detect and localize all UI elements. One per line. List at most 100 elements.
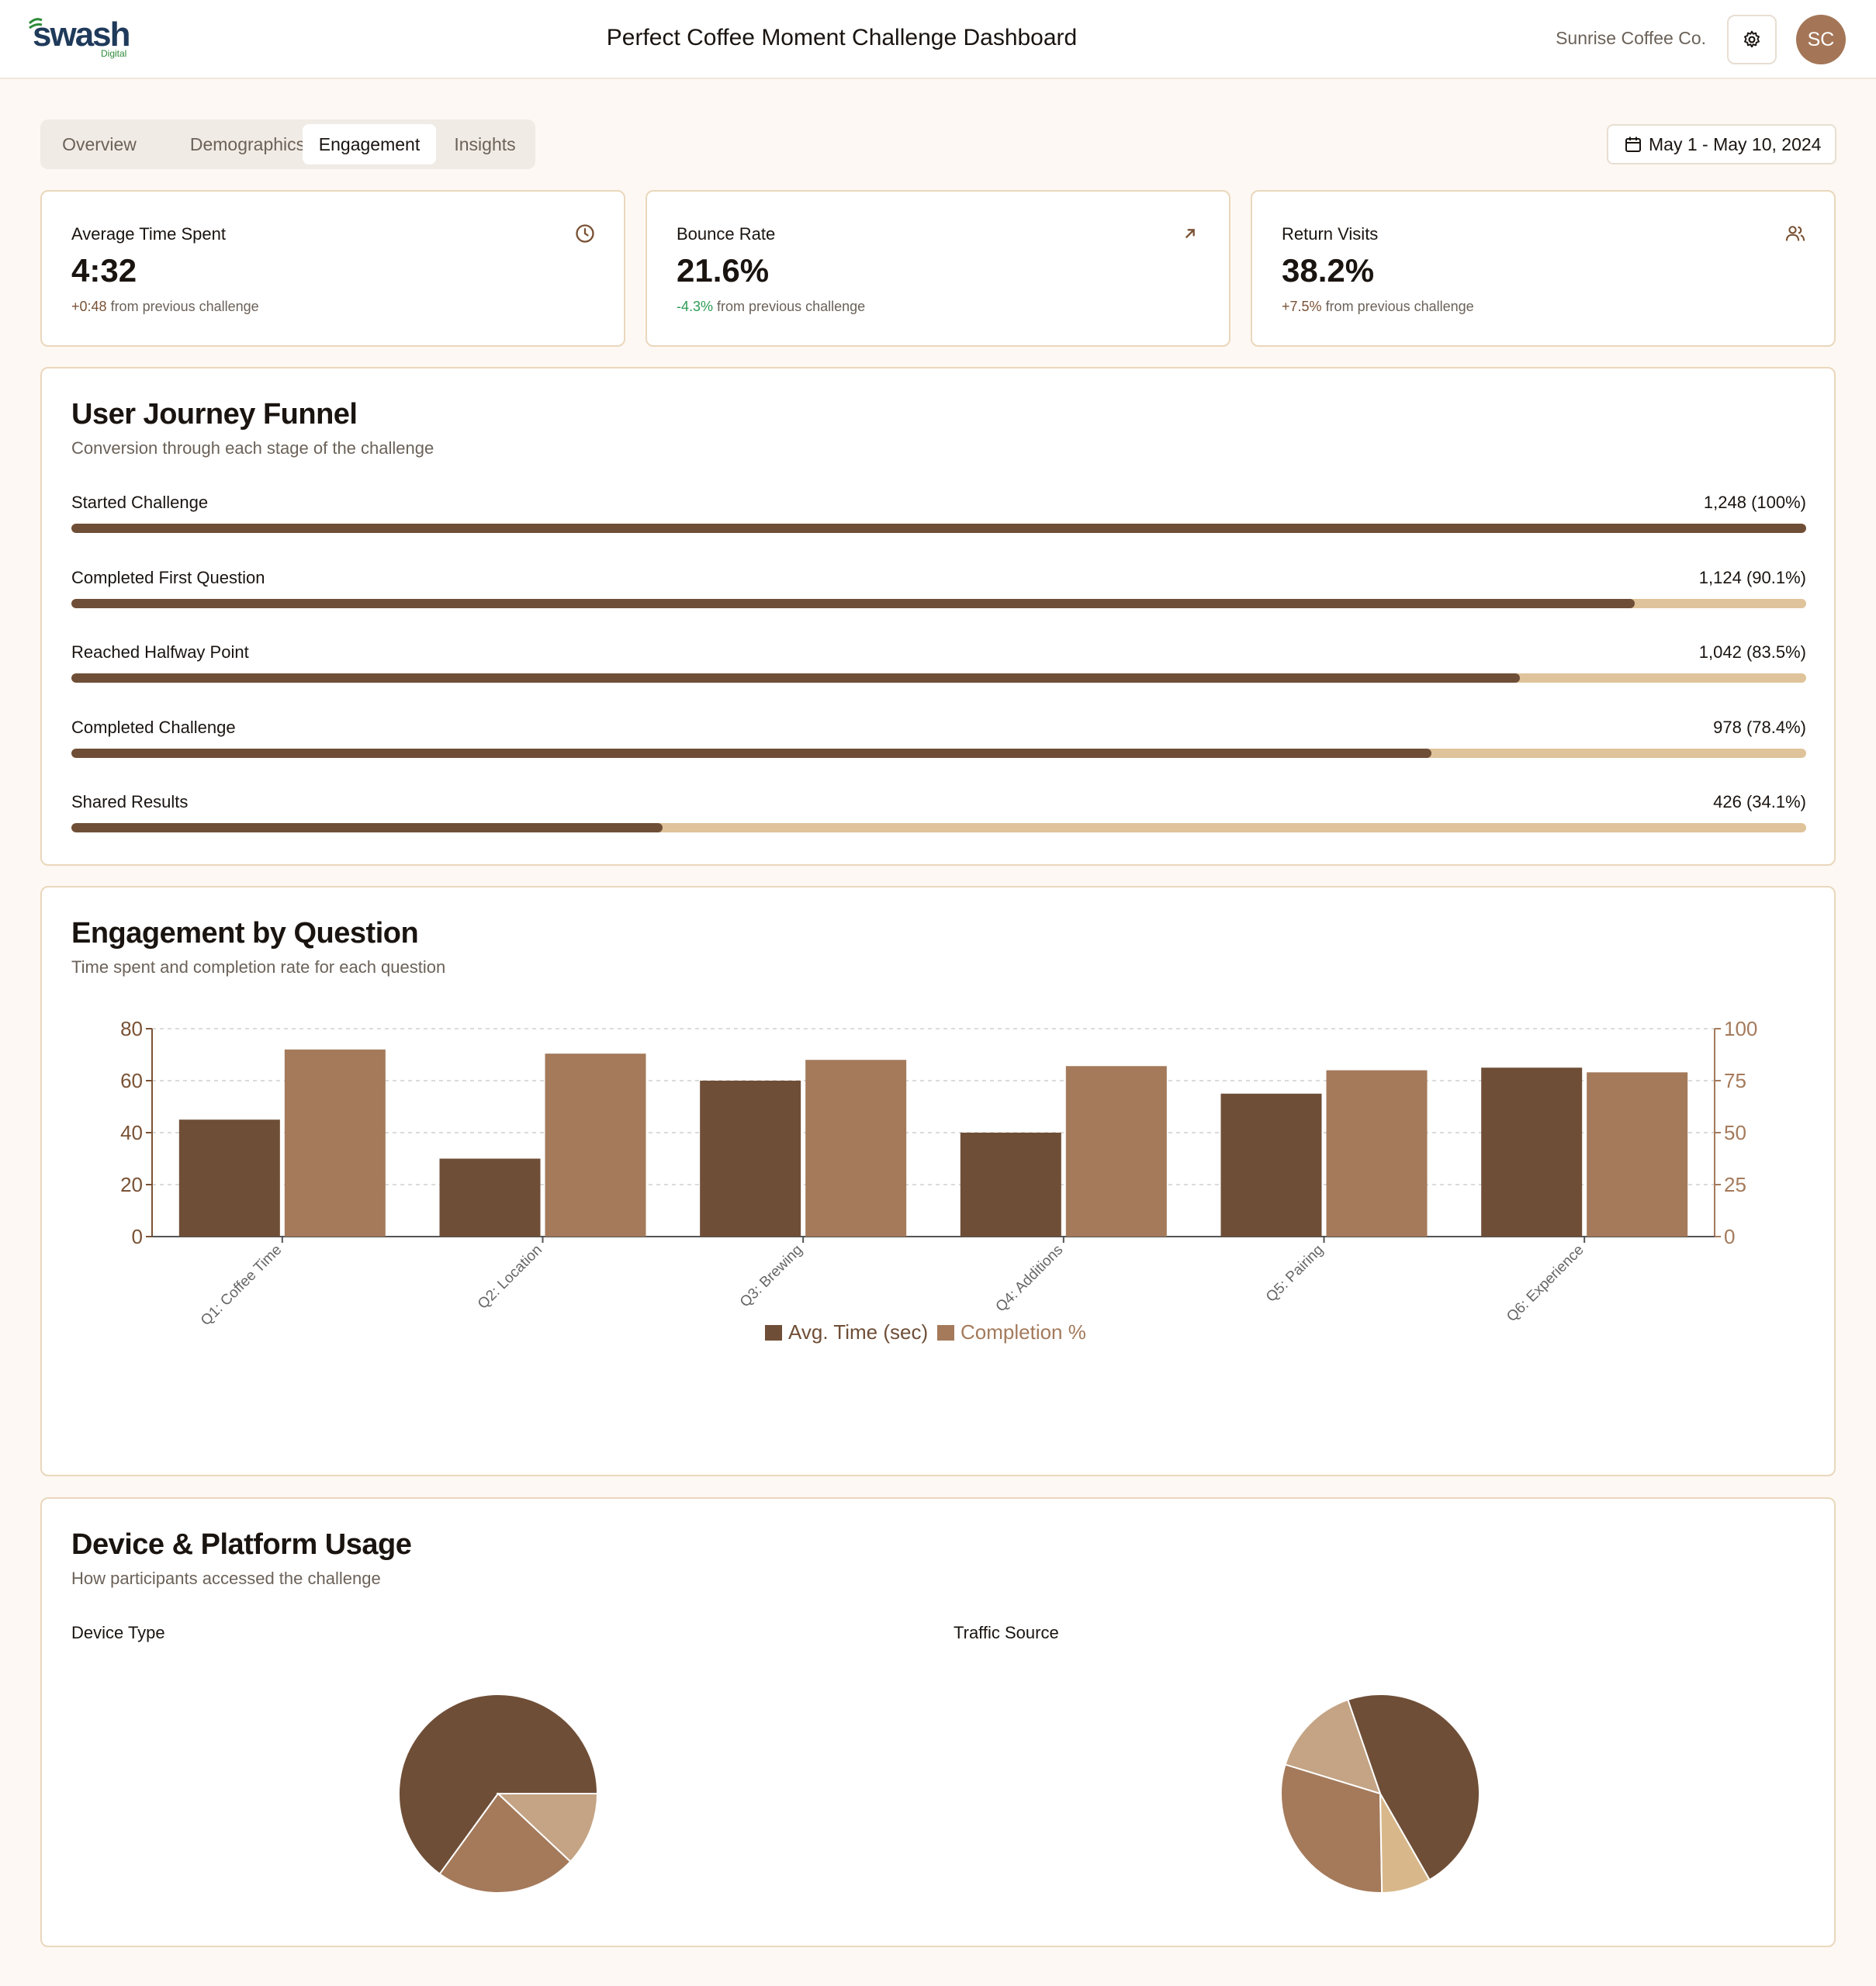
y-tick-label-right: 50 (1724, 1121, 1746, 1144)
bar-avg-time (439, 1158, 541, 1237)
date-range-label: May 1 - May 10, 2024 (1649, 133, 1822, 154)
funnel-progress-fill (71, 823, 663, 832)
funnel-stage-label: Shared Results (71, 792, 189, 811)
kpi-value: 38.2% (1282, 252, 1375, 289)
gear-icon (1744, 30, 1760, 48)
company-name: Sunrise Coffee Co. (1556, 28, 1706, 48)
section-subtitle: Time spent and completion rate for each … (71, 957, 446, 977)
kpi-delta: +7.5% from previous challenge (1282, 299, 1474, 315)
funnel-stage: Completed Challenge 978 (78.4%) (71, 718, 1806, 772)
y-tick-label-right: 100 (1724, 1017, 1757, 1040)
bar-avg-time (1220, 1093, 1322, 1237)
y-tick-label-left: 40 (120, 1121, 143, 1144)
x-tick-label: Q2: Location (475, 1242, 545, 1313)
kpi-change: +0:48 (71, 299, 107, 314)
funnel-stage: Completed First Question 1,124 (90.1%) (71, 568, 1806, 622)
kpi-delta: +0:48 from previous challenge (71, 299, 259, 315)
funnel-progress-track (71, 673, 1806, 683)
section-subtitle: How participants accessed the challenge (71, 1569, 381, 1588)
funnel-progress-track (71, 823, 1806, 832)
bar-avg-time (1481, 1067, 1583, 1237)
funnel-stage-value: 426 (34.1%) (1713, 792, 1806, 811)
funnel-stage-value: 978 (78.4%) (1713, 717, 1806, 737)
tab-insights[interactable]: Insights (454, 133, 516, 154)
bar-completion (1065, 1066, 1167, 1237)
tab-overview[interactable]: Overview (62, 133, 137, 154)
pie-slice (1284, 1698, 1382, 1795)
logo-sub: Digital (101, 48, 127, 59)
tab-engagement[interactable]: Engagement (303, 124, 436, 164)
device-platform-card: Device & Platform Usage How participants… (40, 1497, 1836, 1947)
funnel-progress-track (71, 748, 1806, 758)
funnel-stage-value: 1,042 (83.5%) (1698, 642, 1806, 662)
pie-slice (1280, 1763, 1383, 1894)
leaf-icon (28, 18, 43, 29)
bar-completion (545, 1054, 646, 1237)
bar-completion (1326, 1070, 1428, 1237)
y-tick-label-right: 0 (1724, 1225, 1735, 1248)
legend-swatch (937, 1325, 954, 1341)
legend-label: Avg. Time (sec) (788, 1320, 928, 1344)
kpi-value: 4:32 (71, 252, 137, 289)
legend-label: Completion % (960, 1320, 1086, 1344)
kpi-card-avg-time: Average Time Spent 4:32 +0:48 from previ… (40, 190, 625, 347)
y-tick-label-left: 0 (132, 1225, 143, 1248)
funnel-progress-fill (71, 598, 1635, 608)
y-tick-label-right: 75 (1724, 1069, 1746, 1092)
kpi-label: Return Visits (1282, 224, 1379, 244)
traffic-source-label: Traffic Source (954, 1623, 1059, 1642)
kpi-label: Average Time Spent (71, 224, 226, 244)
kpi-label: Bounce Rate (677, 224, 776, 244)
bar-completion (284, 1049, 386, 1237)
funnel-stage-value: 1,124 (90.1%) (1698, 567, 1806, 587)
device-type-pie (398, 1694, 599, 1894)
kpi-change: -4.3% (677, 299, 714, 314)
kpi-card-return-visits: Return Visits 38.2% +7.5% from previous … (1251, 190, 1836, 347)
kpi-change-suffix: from previous challenge (110, 299, 259, 314)
bar-completion (1587, 1072, 1688, 1237)
funnel-progress-fill (71, 673, 1521, 683)
pie-slice (1347, 1694, 1480, 1881)
bar-avg-time (700, 1081, 801, 1237)
funnel-progress-fill (71, 524, 1806, 533)
arrow-up-right-icon (1185, 229, 1195, 238)
page-title: Perfect Coffee Moment Challenge Dashboar… (606, 25, 1078, 50)
date-range-button[interactable]: May 1 - May 10, 2024 (1607, 124, 1836, 164)
x-tick-label: Q4: Additions (993, 1242, 1067, 1316)
funnel-progress-track (71, 598, 1806, 608)
y-tick-label-left: 20 (120, 1173, 143, 1196)
swash-logo[interactable]: swash Digital (28, 16, 137, 62)
tab-demographics[interactable]: Demographics (189, 133, 306, 154)
funnel-stage: Started Challenge 1,248 (100%) (71, 493, 1806, 547)
bar-completion (805, 1060, 907, 1237)
traffic-source-pie (1280, 1694, 1480, 1894)
y-tick-label-right: 25 (1724, 1173, 1746, 1196)
section-subtitle: Conversion through each stage of the cha… (71, 438, 434, 458)
users-icon (1785, 226, 1805, 241)
pie-slice (438, 1792, 572, 1894)
kpi-change: +7.5% (1282, 299, 1322, 314)
x-tick-label: Q1: Coffee Time (198, 1242, 285, 1329)
settings-button[interactable] (1727, 15, 1777, 64)
kpi-card-bounce-rate: Bounce Rate 21.6% -4.3% from previous ch… (646, 190, 1230, 347)
bar-avg-time (960, 1133, 1061, 1237)
kpi-delta: -4.3% from previous challenge (677, 299, 865, 315)
y-tick-label-left: 60 (120, 1069, 143, 1092)
avatar[interactable]: SC (1796, 15, 1846, 64)
kpi-change-suffix: from previous challenge (1325, 299, 1474, 314)
bar-avg-time (178, 1119, 280, 1237)
funnel-stage-label: Completed Challenge (71, 717, 236, 737)
funnel-stage-label: Completed First Question (71, 567, 265, 587)
funnel-stage: Shared Results 426 (34.1%) (71, 792, 1806, 846)
funnel-stage-label: Started Challenge (71, 493, 209, 512)
section-title: Device & Platform Usage (71, 1528, 412, 1561)
funnel-stage-label: Reached Halfway Point (71, 642, 249, 662)
kpi-change-suffix: from previous challenge (717, 299, 866, 314)
kpi-value: 21.6% (677, 252, 770, 289)
clock-icon (576, 224, 594, 243)
section-title: User Journey Funnel (71, 398, 358, 431)
x-tick-label: Q6: Experience (1504, 1242, 1587, 1325)
section-title: Engagement by Question (71, 917, 419, 950)
legend-swatch (765, 1325, 782, 1341)
funnel-stage: Reached Halfway Point 1,042 (83.5%) (71, 642, 1806, 697)
